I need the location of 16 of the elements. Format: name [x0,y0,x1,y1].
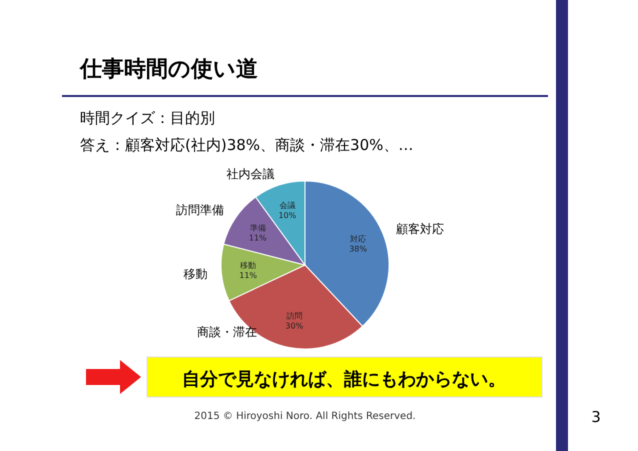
slice-label: 社内会議 [226,167,275,181]
text: 答え：顧客対応(社内)38%、商談・滞在30%、… [80,136,414,154]
text: 2015 © Hiroyoshi Noro. All Rights Reserved. [194,411,416,422]
chart-subtitle: 時間クイズ：目的別 [80,109,215,127]
data-label: 移動 11% [239,260,258,280]
text: 3 [591,408,601,426]
data-label: 会議 10% [278,201,297,220]
data-label: 対応 38% [349,234,368,254]
text: 自分で見なければ、誰にもわからない。 [182,369,506,390]
slice-label: 顧客対応 [396,222,444,236]
slice-label: 商談・滞在 [197,325,258,340]
data-label: 準備 11% [248,223,268,242]
chart-title: 仕事時間の使い道 [79,57,258,82]
slice-label: 移動 [183,267,208,282]
slice-label: 訪問準備 [176,202,224,217]
data-label: 訪問 30% [285,312,304,331]
